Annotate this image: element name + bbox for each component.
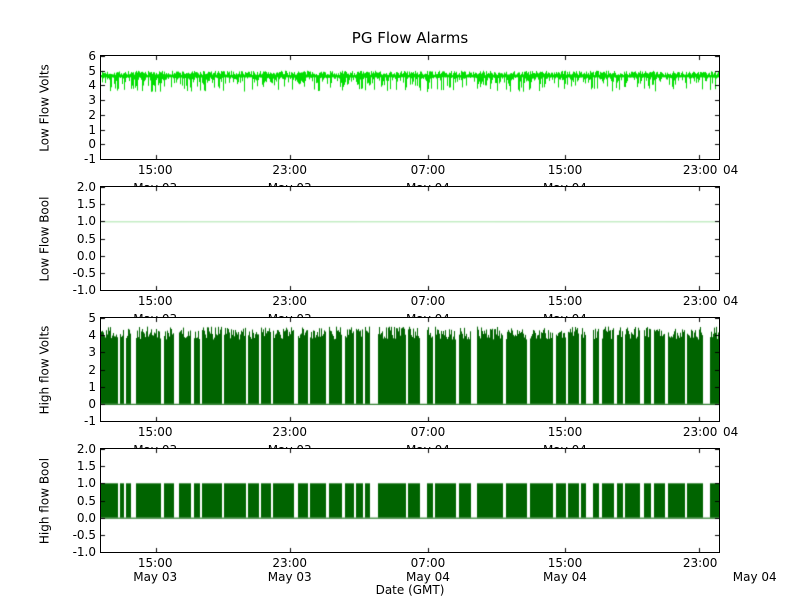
y-axis-label-high-flow-bool: High flow Bool (37, 457, 51, 544)
clipped-date-label: May 04 (540, 443, 590, 448)
x-tick-label: 15:00 (137, 556, 173, 570)
y-tick-label: 1 (88, 122, 96, 137)
x-tick-label: 15:00 (547, 556, 583, 570)
y-tick-label: 3 (88, 345, 96, 360)
y-tick-label: 5 (88, 311, 96, 325)
y-tick-label: 1.5 (76, 197, 96, 212)
y-tick-label: 0.5 (76, 493, 96, 508)
y-tick-label: -1 (84, 414, 96, 428)
y-tick-label: -1.0 (72, 283, 96, 297)
y-tick-label: 0.5 (76, 231, 96, 246)
y-tick-label: 0.0 (76, 248, 96, 263)
x-tick-label: 15:00 (137, 163, 173, 177)
y-tick-label: 5 (88, 63, 96, 78)
clipped-date-label: May 03 (265, 181, 315, 186)
y-axis-label-low-flow-bool: Low Flow Bool (37, 196, 51, 281)
edge-date-label: 04 (723, 425, 739, 439)
x-tick-label: 15:00 (547, 163, 583, 177)
x-tick-label: 07:00 (410, 294, 446, 308)
x-tick-label: 15:00 (547, 425, 583, 439)
clipped-date-label: May 04 (403, 181, 453, 186)
clipped-date-label: May 03 (130, 312, 180, 317)
x-tick-label: 23:00 (272, 163, 308, 177)
x-tick-label: 07:00 (410, 425, 446, 439)
clipped-date-label: May 03 (130, 181, 180, 186)
edge-date-label: 04 (723, 294, 739, 308)
x-tick-label: 23:00 (272, 294, 308, 308)
y-tick-label: 2.0 (76, 442, 96, 456)
x-tick-label: 15:00 (137, 425, 173, 439)
x-tick-label: 07:00 (410, 556, 446, 570)
chart-title: PG Flow Alarms (351, 29, 469, 47)
y-tick-label: 3 (88, 93, 96, 108)
y-tick-label: -1 (84, 152, 96, 166)
clipped-date-label: May 04 (403, 312, 453, 317)
clipped-date-label: May 03 (130, 443, 180, 448)
x-tick-label: 15:00 (137, 294, 173, 308)
x-tick-label: 23:00 (682, 163, 718, 177)
date-label: May 04 (732, 570, 777, 584)
y-tick-label: 0.0 (76, 510, 96, 525)
y-axis-label-high-flow-volts: High flow Volts (37, 325, 51, 414)
y-tick-label: 1.5 (76, 459, 96, 474)
y-tick-label: 1.0 (76, 476, 96, 491)
x-tick-label: 07:00 (410, 163, 446, 177)
x-tick-label: 23:00 (272, 425, 308, 439)
x-axis-title: Date (GMT) (375, 583, 445, 597)
x-tick-label: 23:00 (682, 294, 718, 308)
y-tick-label: 0 (88, 137, 96, 152)
y-axis-label-low-flow-volts: Low Flow Volts (37, 63, 51, 152)
clipped-date-label: May 04 (540, 312, 590, 317)
y-tick-label: 2 (88, 107, 96, 122)
x-tick-label: 23:00 (682, 425, 718, 439)
y-tick-label: -0.5 (72, 265, 96, 280)
clipped-date-label: May 04 (540, 181, 590, 186)
x-tick-label: 23:00 (272, 556, 308, 570)
y-tick-label: 0 (88, 396, 96, 411)
plot-canvas-high-flow-volts (101, 318, 719, 421)
plot-canvas-high-flow-bool (101, 449, 719, 552)
y-tick-label: 6 (88, 49, 96, 63)
clipped-date-label: May 03 (265, 312, 315, 317)
plot-canvas-low-flow-bool (101, 187, 719, 290)
y-tick-label: 1 (88, 379, 96, 394)
date-label: May 04 (406, 570, 450, 584)
clipped-date-label: May 03 (265, 443, 315, 448)
date-label: May 03 (267, 570, 312, 584)
y-tick-label: 4 (88, 78, 96, 93)
x-tick-label: 23:00 (682, 556, 718, 570)
y-tick-label: 2.0 (76, 180, 96, 194)
date-label: May 03 (133, 570, 178, 584)
y-tick-label: -1.0 (72, 545, 96, 559)
y-tick-label: 2 (88, 362, 96, 377)
y-tick-label: 1.0 (76, 214, 96, 229)
y-tick-label: -0.5 (72, 527, 96, 542)
date-label: May 04 (543, 570, 587, 584)
y-tick-label: 4 (88, 328, 96, 343)
plot-canvas-low-flow-volts (101, 56, 719, 159)
edge-date-label: 04 (723, 163, 739, 177)
x-tick-label: 15:00 (547, 294, 583, 308)
clipped-date-label: May 04 (403, 443, 453, 448)
